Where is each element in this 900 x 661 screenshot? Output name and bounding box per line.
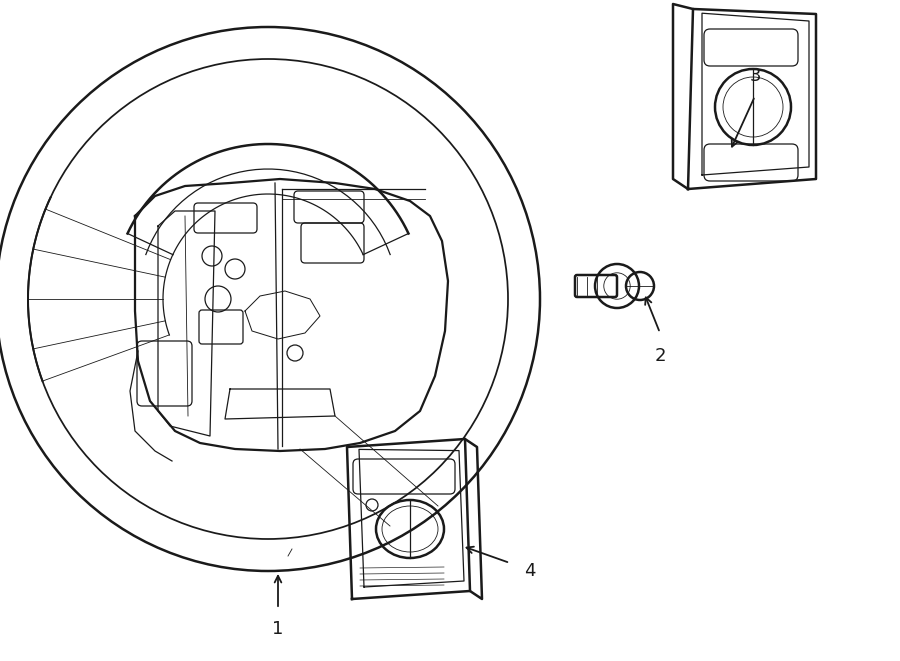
Text: 4: 4 xyxy=(524,562,536,580)
Text: 1: 1 xyxy=(273,620,284,638)
Text: 3: 3 xyxy=(749,67,760,85)
Text: 2: 2 xyxy=(654,347,666,365)
